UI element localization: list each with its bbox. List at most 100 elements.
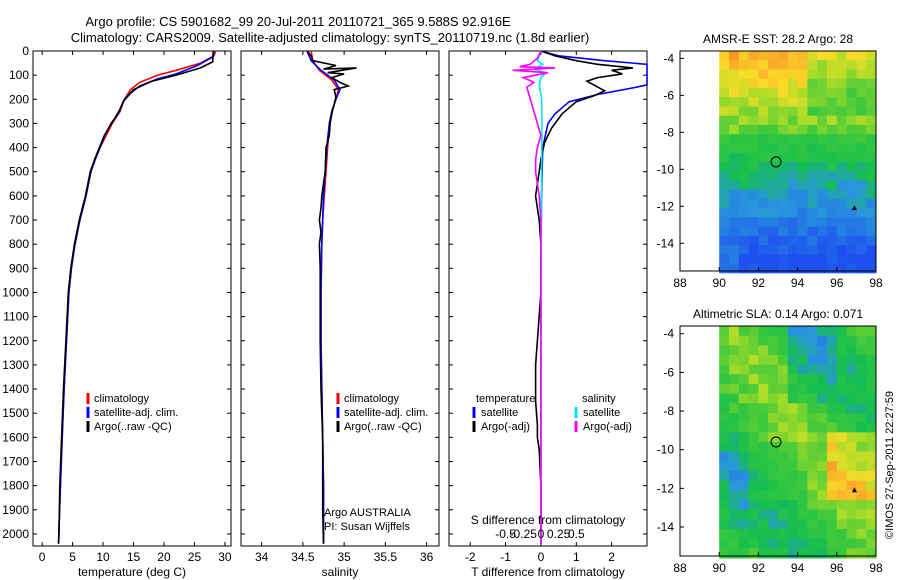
heatmap-cell — [768, 471, 779, 482]
heatmap-cell — [807, 152, 818, 163]
heatmap-cell — [768, 161, 779, 172]
heatmap-cell — [729, 335, 740, 346]
heatmap-cell — [778, 413, 789, 424]
heatmap-cell — [748, 106, 759, 117]
heatmap-cell — [846, 161, 857, 172]
heatmap-cell — [729, 198, 740, 209]
heatmap-cell — [719, 97, 730, 107]
heatmap-cell — [827, 432, 838, 443]
heatmap-cell — [866, 403, 877, 414]
heatmap-cell — [797, 326, 808, 337]
figure-title-line2: Climatology: CARS2009. Satellite-adjuste… — [71, 30, 590, 45]
heatmap-cell — [787, 198, 799, 209]
map-panel-sst-map: 88 90 92 94 96 98 -4 -6 -8 -10 -12 -14 AMSR-E SST: 2… — [657, 32, 883, 290]
heatmap-cell — [846, 374, 857, 385]
heatmap-cell — [817, 161, 828, 172]
heatmap-cell — [827, 254, 838, 265]
heatmap-cell — [738, 152, 750, 163]
heatmap-cell — [787, 245, 799, 255]
heatmap-cell — [778, 217, 789, 228]
heatmap-cell — [817, 422, 828, 433]
heatmap-cell — [817, 217, 828, 228]
heatmap-cell — [758, 393, 769, 404]
heatmap-cell — [729, 519, 740, 530]
heatmap-cell — [768, 208, 779, 218]
heatmap-cell — [807, 413, 818, 424]
heatmap-cell — [836, 78, 848, 89]
heatmap-cell — [787, 345, 799, 356]
heatmap-cell — [846, 422, 857, 433]
heatmap-cell — [729, 499, 740, 511]
heatmap-cell — [797, 69, 808, 80]
heatmap-cell — [758, 384, 769, 395]
heatmap-cell — [787, 115, 799, 126]
x-tick-label: 88 — [673, 561, 687, 575]
y-tick-label: 1500 — [2, 406, 29, 420]
heatmap-cell — [787, 528, 799, 540]
heatmap-cell — [866, 254, 877, 265]
heatmap-cell — [797, 393, 808, 404]
heatmap-cell — [827, 422, 838, 433]
heatmap-cell — [778, 97, 789, 107]
heatmap-cell — [866, 152, 877, 163]
heatmap-cell — [758, 115, 769, 126]
heatmap-cell — [787, 69, 799, 80]
heatmap-cell — [778, 134, 789, 144]
heatmap-cell — [866, 442, 877, 453]
heatmap-cell — [768, 115, 779, 126]
heatmap-cell — [817, 499, 828, 511]
heatmap-cell — [836, 326, 848, 337]
heatmap-cell — [758, 413, 769, 424]
heatmap-cell — [836, 451, 848, 462]
heatmap-cell — [846, 189, 857, 200]
heatmap-cell — [846, 393, 857, 404]
heatmap-cell — [797, 384, 808, 395]
heatmap-cell — [856, 499, 867, 511]
heatmap-cell — [768, 235, 779, 246]
heatmap-cell — [797, 115, 808, 126]
heatmap-cell — [836, 226, 848, 237]
heatmap-cell — [738, 263, 750, 274]
heatmap-cell — [738, 161, 750, 172]
heatmap-cell — [807, 106, 818, 117]
legend-entry: climatology — [94, 393, 150, 405]
series-line-temperature-argo-adj- — [534, 50, 633, 544]
heatmap-cell — [866, 490, 877, 501]
plot-frame — [32, 50, 232, 547]
heatmap-cell — [719, 235, 730, 246]
heatmap-cell — [827, 384, 838, 395]
y-tick-label: 800 — [9, 237, 29, 251]
heatmap-cell — [719, 538, 730, 549]
heatmap-cell — [787, 180, 799, 191]
heatmap-cell — [748, 217, 759, 228]
heatmap-cell — [846, 335, 857, 346]
heatmap-cell — [807, 226, 818, 237]
heatmap-cell — [768, 180, 779, 191]
heatmap-cell — [827, 364, 838, 375]
heatmap-cell — [768, 60, 779, 70]
heatmap-cell — [797, 254, 808, 265]
heatmap-cell — [797, 548, 808, 559]
heatmap-cell — [787, 60, 799, 70]
heatmap-cell — [787, 171, 799, 181]
heatmap-cell — [866, 432, 877, 443]
heatmap-cell — [836, 263, 848, 274]
heatmap-cell — [738, 461, 750, 472]
heatmap-cell — [807, 143, 818, 154]
heatmap-cell — [719, 226, 730, 237]
heatmap-cell — [807, 499, 818, 511]
heatmap-cell — [866, 208, 877, 218]
heatmap-cell — [787, 88, 799, 98]
heatmap-cell — [758, 69, 769, 80]
heatmap-cell — [778, 355, 789, 366]
map-title: Altimetric SLA: 0.14 Argo: 0.071 — [693, 307, 863, 321]
heatmap-cell — [758, 152, 769, 163]
heatmap-cell — [836, 528, 848, 540]
heatmap-cell — [846, 226, 857, 237]
heatmap-cell — [817, 180, 828, 191]
heatmap-cell — [748, 480, 759, 491]
map-title: AMSR-E SST: 28.2 Argo: 28 — [703, 32, 853, 46]
heatmap-cell — [787, 374, 799, 385]
heatmap-cell — [729, 134, 740, 144]
heatmap-cell — [797, 355, 808, 366]
